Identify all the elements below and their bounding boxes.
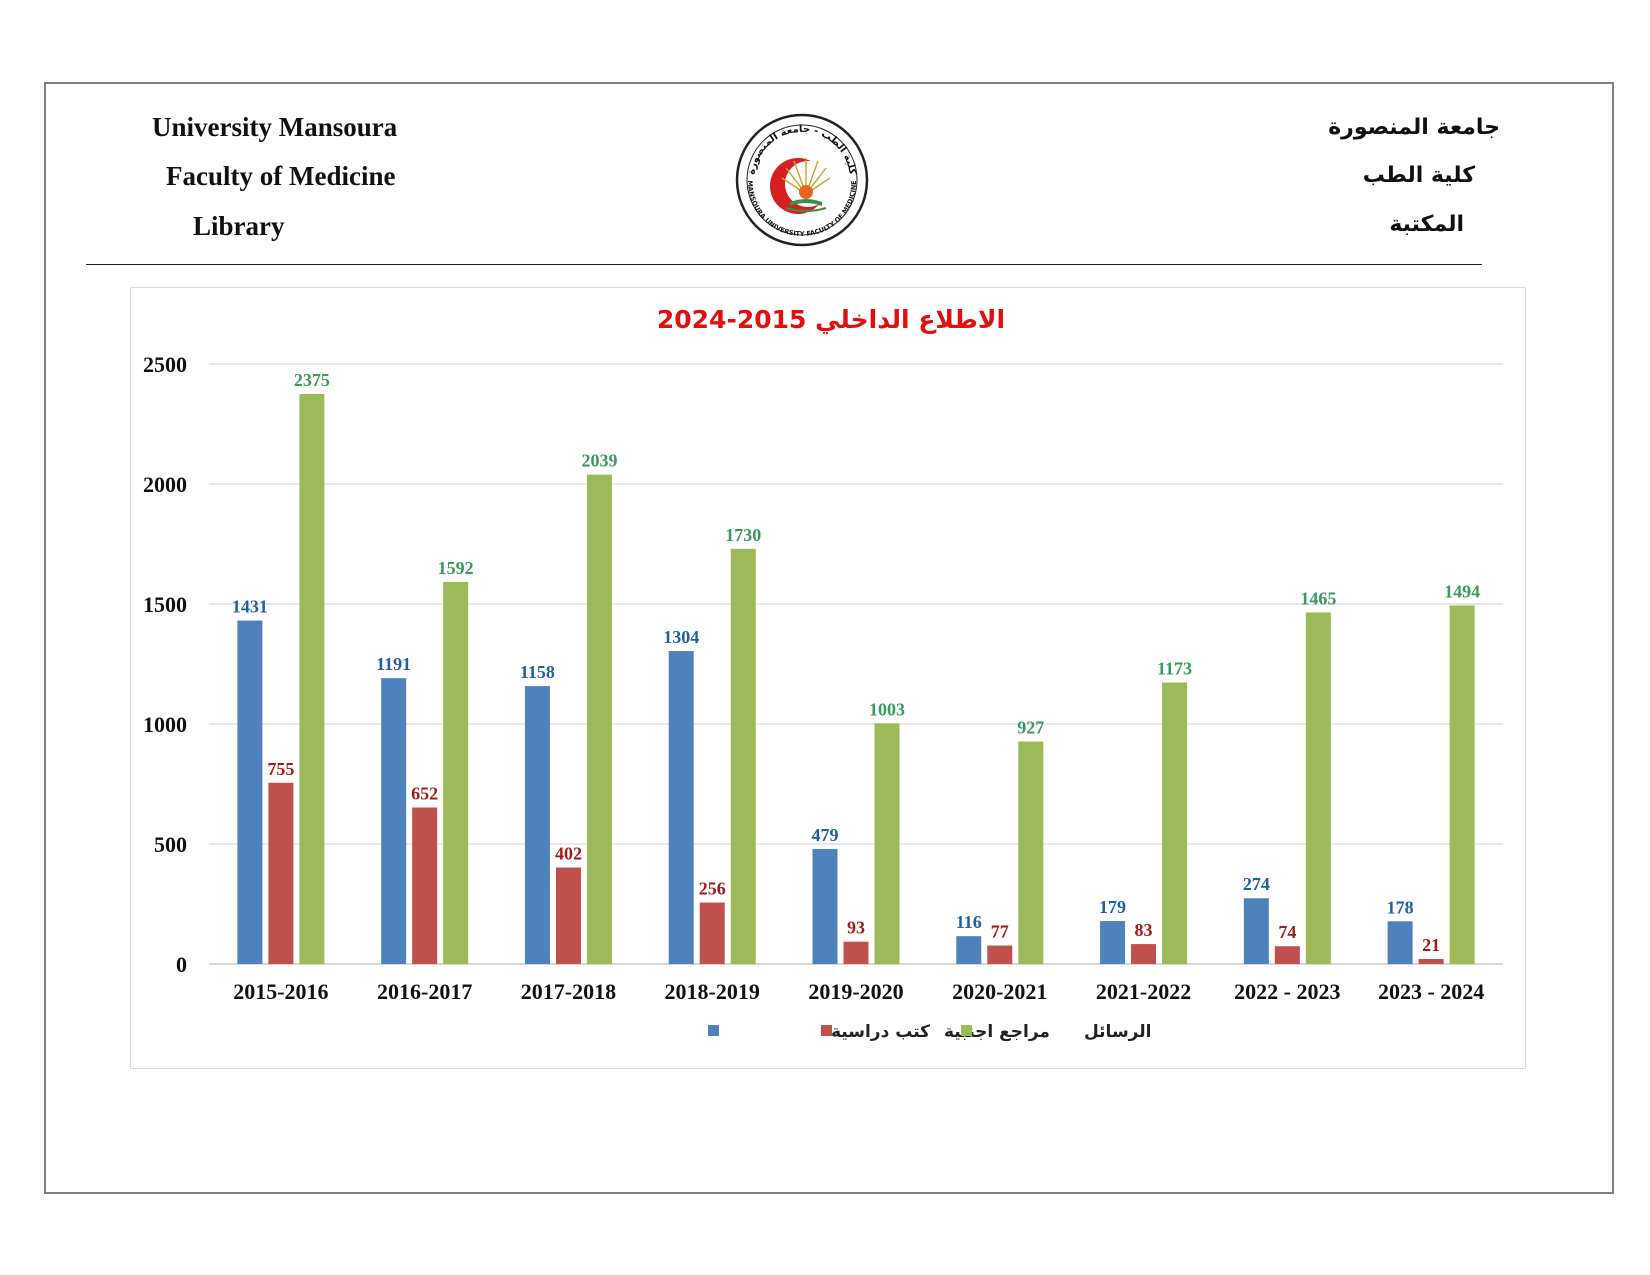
bar-1 xyxy=(524,686,550,964)
bar-2 xyxy=(1274,946,1300,964)
bar-2 xyxy=(699,902,725,964)
bar-3 xyxy=(1018,741,1044,964)
legend-swatch xyxy=(821,1025,832,1036)
data-label: 402 xyxy=(555,844,582,864)
header-divider xyxy=(86,264,1482,265)
bar-1 xyxy=(1100,921,1126,964)
x-tick-label: 2017-2018 xyxy=(521,979,616,1004)
bar-chart: الاطلاع الداخلي 2015-2024 0 500 1000 1500 20… xyxy=(143,305,1503,1042)
data-label: 1003 xyxy=(869,699,905,719)
x-tick-label: 2021-2022 xyxy=(1096,979,1191,1004)
bar-2 xyxy=(268,782,294,964)
bar-1 xyxy=(956,936,982,964)
y-tick-label: 1500 xyxy=(143,592,187,617)
bar-1 xyxy=(381,678,407,964)
bar-1 xyxy=(1387,921,1413,964)
data-label: 178 xyxy=(1387,897,1414,917)
bar-1 xyxy=(668,651,694,964)
bar-2 xyxy=(843,941,869,964)
data-label: 83 xyxy=(1135,920,1153,940)
bar-3 xyxy=(586,474,612,964)
legend-swatch xyxy=(708,1025,719,1036)
bar-2 xyxy=(1131,944,1157,964)
data-label: 77 xyxy=(991,922,1009,942)
bar-1 xyxy=(237,620,263,964)
bar-2 xyxy=(555,867,581,964)
data-label: 755 xyxy=(267,759,294,779)
header-university-ar: جامعة المنصورة xyxy=(1328,115,1500,140)
y-tick-label: 1000 xyxy=(143,712,187,737)
x-tick-label: 2015-2016 xyxy=(233,979,328,1004)
data-label: 652 xyxy=(411,784,438,804)
y-tick-label: 2500 xyxy=(143,352,187,377)
faculty-logo: كلية الطب - جامعة المنصورة MANSOURA UNIV… xyxy=(735,113,869,247)
data-label: 1730 xyxy=(725,525,761,545)
data-label: 116 xyxy=(956,912,982,932)
data-label: 1592 xyxy=(438,558,474,578)
bar-3 xyxy=(1162,682,1188,964)
bar-2 xyxy=(1418,958,1444,964)
bar-1 xyxy=(812,849,838,964)
data-label: 927 xyxy=(1017,718,1044,738)
data-label: 479 xyxy=(812,825,839,845)
header-university-en: University Mansoura xyxy=(152,112,398,142)
header-library-ar: المكتبة xyxy=(1389,212,1464,237)
legend-swatch xyxy=(961,1025,972,1036)
data-label: 274 xyxy=(1243,874,1270,894)
data-label: 21 xyxy=(1422,935,1440,955)
chart-container: الاطلاع الداخلي 2015-2024 0 500 1000 1500 20… xyxy=(130,287,1526,1069)
y-tick-label: 2000 xyxy=(143,472,187,497)
header-library-en: Library xyxy=(193,211,285,241)
header-faculty-en: Faculty of Medicine xyxy=(166,161,396,191)
x-tick-label: 2019-2020 xyxy=(808,979,903,1004)
data-label: 2375 xyxy=(294,370,330,390)
y-tick-label: 500 xyxy=(154,832,187,857)
bar-2 xyxy=(987,945,1013,964)
bar-2 xyxy=(412,807,438,964)
x-tick-label: 2023 - 2024 xyxy=(1378,979,1484,1004)
bar-3 xyxy=(299,394,325,964)
legend-label: مراجع اجنبية xyxy=(944,1022,1050,1042)
data-label: 1431 xyxy=(232,597,268,617)
x-tick-label: 2020-2021 xyxy=(952,979,1047,1004)
x-tick-label: 2018-2019 xyxy=(665,979,760,1004)
bar-1 xyxy=(1243,898,1269,964)
data-label: 93 xyxy=(847,918,865,938)
data-label: 179 xyxy=(1099,897,1126,917)
x-tick-label: 2022 - 2023 xyxy=(1234,979,1340,1004)
y-tick-label: 0 xyxy=(176,952,187,977)
bar-3 xyxy=(443,581,469,964)
data-label: 1158 xyxy=(520,662,555,682)
data-label: 1191 xyxy=(376,654,411,674)
data-label: 1304 xyxy=(663,627,699,647)
legend-label: الرسائل xyxy=(1084,1022,1151,1042)
data-label: 1465 xyxy=(1300,588,1336,608)
data-label: 74 xyxy=(1278,922,1296,942)
bar-3 xyxy=(1449,605,1475,964)
x-tick-label: 2016-2017 xyxy=(377,979,472,1004)
data-label: 256 xyxy=(699,879,726,899)
page-frame xyxy=(44,82,1614,1194)
bar-3 xyxy=(1305,612,1331,964)
data-label: 1173 xyxy=(1157,658,1192,678)
data-label: 2039 xyxy=(581,451,617,471)
bar-3 xyxy=(874,723,900,964)
bar-3 xyxy=(730,548,756,964)
data-label: 1494 xyxy=(1444,581,1480,601)
chart-title: الاطلاع الداخلي 2015-2024 xyxy=(657,305,1005,334)
header-faculty-ar: كلية الطب xyxy=(1362,163,1475,188)
legend-label: كتب دراسية xyxy=(831,1022,930,1042)
